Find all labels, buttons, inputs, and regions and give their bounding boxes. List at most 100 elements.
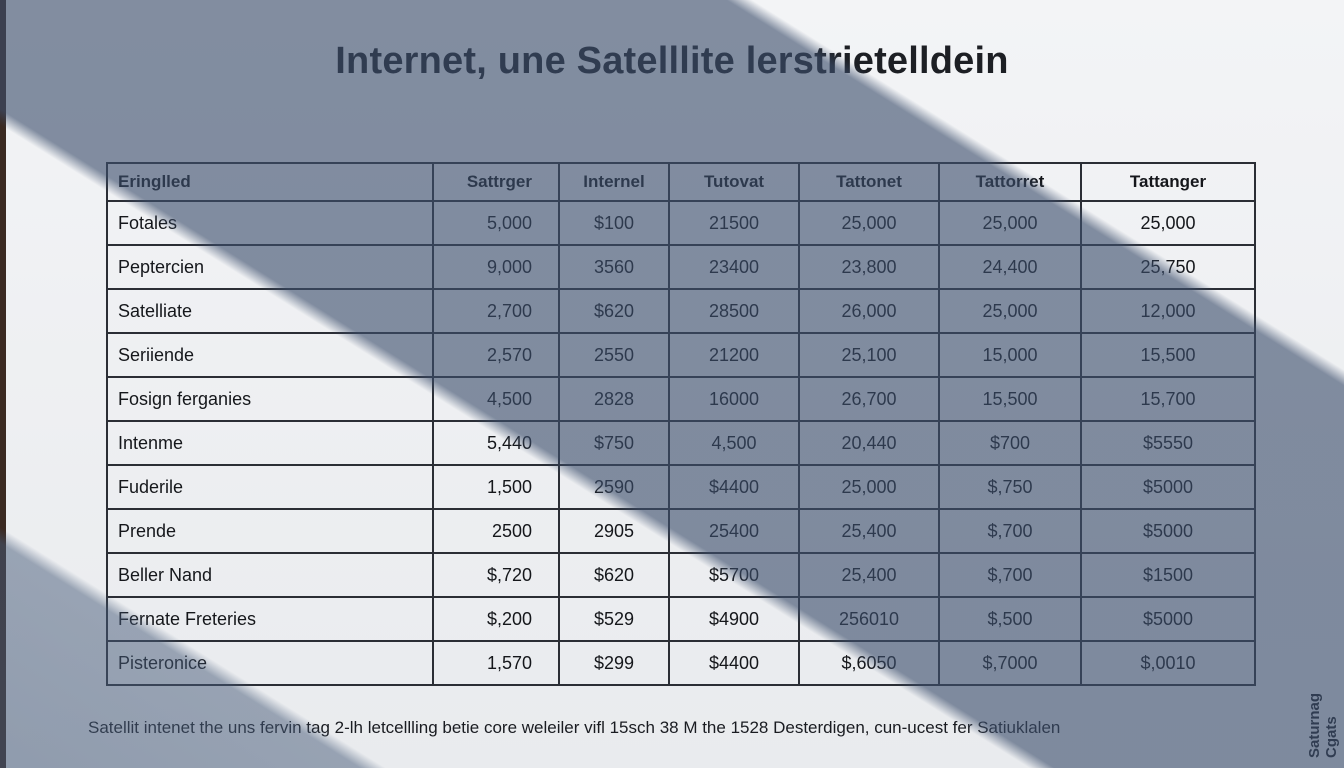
table-row: Fosign ferganies 4,500 2828 16000 26,700 15,5…: [106, 376, 1256, 422]
table-cell: 16000: [668, 376, 800, 422]
table-cell: $5000: [1080, 596, 1256, 642]
table-cell: 25400: [668, 508, 800, 554]
table-cell: $,0010: [1080, 640, 1256, 686]
table-cell: 2550: [558, 332, 670, 378]
document-title: Internet, une Satelllite lerstrietelldei…: [335, 40, 1009, 82]
table-row: Fernate Freteries $,200 $529 $4900 256010 $,5…: [106, 596, 1256, 642]
caption-text: Satellit intenet the uns fervin tag 2-lh…: [88, 718, 1061, 737]
row-label: Fuderile: [106, 464, 434, 510]
table-cell: 5,440: [432, 420, 560, 466]
table-row: Prende 2500 2905 25400 25,400 $,700 $5000: [106, 508, 1256, 554]
table-cell: 3560: [558, 244, 670, 290]
table-cell: 25,400: [798, 552, 940, 598]
row-label: Fotales: [106, 200, 434, 246]
table-cell: $4900: [668, 596, 800, 642]
table-cell: $620: [558, 552, 670, 598]
row-label: Pisteronice: [106, 640, 434, 686]
row-label: Beller Nand: [106, 552, 434, 598]
table-cell: 15,500: [938, 376, 1082, 422]
table-cell: 5,000: [432, 200, 560, 246]
table-cell: 15,500: [1080, 332, 1256, 378]
table-cell: $700: [938, 420, 1082, 466]
table-cell: 25,100: [798, 332, 940, 378]
table-cell: 25,000: [798, 464, 940, 510]
row-label: Fosign ferganies: [106, 376, 434, 422]
table-cell: $750: [558, 420, 670, 466]
data-table: Eringlled Sattrger Internel Tutovat Tatt…: [106, 162, 1256, 686]
table-cell: 1,500: [432, 464, 560, 510]
table-cell: $4400: [668, 464, 800, 510]
table-cell: 256010: [798, 596, 940, 642]
table-cell: 25,400: [798, 508, 940, 554]
table-cell: 2905: [558, 508, 670, 554]
table-cell: 4,500: [668, 420, 800, 466]
table-cell: 15,000: [938, 332, 1082, 378]
table-cell: 2828: [558, 376, 670, 422]
table-cell: 15,700: [1080, 376, 1256, 422]
table-cell: $5700: [668, 552, 800, 598]
row-label: Fernate Freteries: [106, 596, 434, 642]
table-cell: 25,000: [798, 200, 940, 246]
table-cell: 26,700: [798, 376, 940, 422]
table-cell: 25,000: [938, 288, 1082, 334]
column-header: Eringlled: [106, 162, 434, 202]
row-label: Prende: [106, 508, 434, 554]
table-cell: $299: [558, 640, 670, 686]
table-cell: $,7000: [938, 640, 1082, 686]
table-row: Seriiende 2,570 2550 21200 25,100 15,000 15,50…: [106, 332, 1256, 378]
table-cell: 2590: [558, 464, 670, 510]
table-cell: $,6050: [798, 640, 940, 686]
table-row: Peptercien 9,000 3560 23400 23,800 24,400 25,7…: [106, 244, 1256, 290]
table-cell: 28500: [668, 288, 800, 334]
table-cell: 9,000: [432, 244, 560, 290]
side-margin-text: Saturnag Cgats: [1306, 692, 1340, 758]
table-cell: $4400: [668, 640, 800, 686]
desk-edge: [0, 0, 6, 768]
table-cell: 12,000: [1080, 288, 1256, 334]
table-cell: 1,570: [432, 640, 560, 686]
column-header: Internel: [558, 162, 670, 202]
table-header-row: Eringlled Sattrger Internel Tutovat Tatt…: [106, 162, 1256, 202]
table-row: Intenme 5,440 $750 4,500 20,440 $700 $5550: [106, 420, 1256, 466]
table-cell: $5000: [1080, 464, 1256, 510]
column-header: Tutovat: [668, 162, 800, 202]
table-row: Pisteronice 1,570 $299 $4400 $,6050 $,7000 $,0…: [106, 640, 1256, 686]
table-row: Satelliate 2,700 $620 28500 26,000 25,000 12,0…: [106, 288, 1256, 334]
table-cell: 2,700: [432, 288, 560, 334]
table-cell: $,750: [938, 464, 1082, 510]
table-cell: 26,000: [798, 288, 940, 334]
table-cell: 21200: [668, 332, 800, 378]
row-label: Seriiende: [106, 332, 434, 378]
table-cell: $,200: [432, 596, 560, 642]
table-row: Beller Nand $,720 $620 $5700 25,400 $,700 $150…: [106, 552, 1256, 598]
row-label: Satelliate: [106, 288, 434, 334]
table-cell: $,700: [938, 552, 1082, 598]
table-cell: $529: [558, 596, 670, 642]
table-row: Fuderile 1,500 2590 $4400 25,000 $,750 $5000: [106, 464, 1256, 510]
table-cell: $100: [558, 200, 670, 246]
table-cell: 21500: [668, 200, 800, 246]
table-cell: 23400: [668, 244, 800, 290]
table-cell: 23,800: [798, 244, 940, 290]
column-header: Tattanger: [1080, 162, 1256, 202]
table-cell: $5000: [1080, 508, 1256, 554]
table-cell: $620: [558, 288, 670, 334]
table-cell: 2,570: [432, 332, 560, 378]
table-row: Fotales 5,000 $100 21500 25,000 25,000 25,000: [106, 200, 1256, 246]
table-cell: 25,750: [1080, 244, 1256, 290]
column-header: Tattorret: [938, 162, 1082, 202]
table-cell: 24,400: [938, 244, 1082, 290]
row-label: Peptercien: [106, 244, 434, 290]
table-cell: 20,440: [798, 420, 940, 466]
row-label: Intenme: [106, 420, 434, 466]
table-cell: $5550: [1080, 420, 1256, 466]
table-cell: $,700: [938, 508, 1082, 554]
table-cell: 25,000: [1080, 200, 1256, 246]
table-cell: 25,000: [938, 200, 1082, 246]
table-cell: $,500: [938, 596, 1082, 642]
table-cell: 2500: [432, 508, 560, 554]
table-cell: $1500: [1080, 552, 1256, 598]
table-cell: 4,500: [432, 376, 560, 422]
table-cell: $,720: [432, 552, 560, 598]
